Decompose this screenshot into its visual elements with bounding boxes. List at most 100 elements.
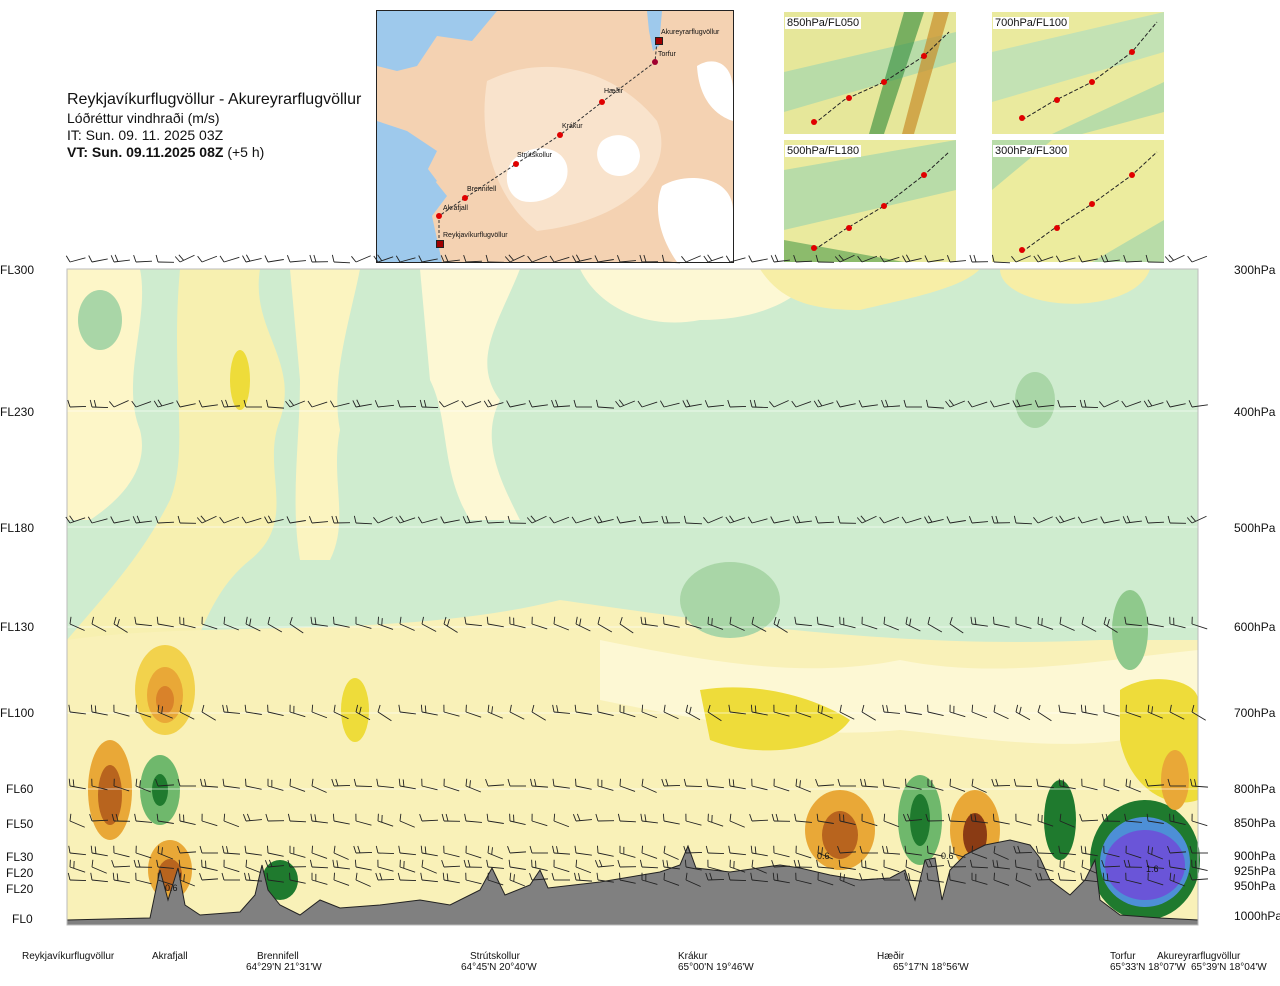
wind-barb (904, 860, 923, 873)
wind-barb (552, 860, 571, 872)
wind-barb (354, 705, 373, 720)
wind-barb (1079, 252, 1098, 262)
wind-barb (244, 617, 263, 631)
wind-barb (222, 705, 241, 714)
wind-barb (574, 873, 592, 881)
wind-barb (904, 617, 923, 631)
wind-barb (442, 859, 460, 867)
wind-barb (199, 398, 218, 407)
wind-barb (860, 872, 878, 880)
wind-barb (838, 705, 857, 719)
wind-barb (398, 873, 416, 881)
wind-barb (464, 860, 482, 867)
wind-barb (1056, 511, 1075, 523)
wind-barb (1146, 846, 1165, 859)
wind-barb (1014, 617, 1033, 629)
wind-barb (1190, 814, 1209, 826)
wind-barb (1014, 873, 1033, 887)
wind-barb (288, 705, 307, 717)
wind-barb (1187, 510, 1206, 524)
wind-barb (902, 252, 921, 263)
wind-barb (1168, 873, 1187, 886)
location-name: Akrafjall (152, 951, 188, 962)
wind-barb (1146, 873, 1165, 885)
wind-barb (662, 516, 680, 523)
wind-barb (838, 814, 857, 825)
wind-barb (1014, 705, 1033, 720)
wind-barb (507, 397, 526, 408)
wind-barb (486, 515, 504, 523)
wind-barb (990, 396, 1009, 407)
wind-barb (902, 512, 921, 524)
wind-barb (310, 705, 329, 718)
wind-barb (332, 255, 350, 263)
wind-barb (111, 253, 130, 262)
wind-barb (90, 860, 109, 873)
wind-barb (728, 846, 747, 855)
wind-barb (463, 514, 482, 523)
wind-barb (1078, 512, 1097, 523)
wind-barb (242, 252, 261, 263)
wind-barb (970, 846, 989, 859)
wind-barb (398, 705, 417, 714)
wind-barb (1190, 872, 1208, 880)
wind-barb (398, 814, 417, 827)
wind-barb (111, 513, 130, 523)
wind-barb (1124, 617, 1143, 626)
wind-barb (835, 249, 854, 263)
wind-barb (970, 860, 988, 868)
wind-barb (573, 813, 592, 822)
wind-barb (992, 255, 1010, 263)
wind-barb (112, 846, 131, 857)
wind-barb (1190, 846, 1208, 853)
axis-label-right: 925hPa (1234, 864, 1275, 878)
wind-barb (90, 779, 109, 790)
wind-barb (1058, 846, 1077, 855)
wind-barb (398, 399, 416, 407)
wind-barb (816, 860, 835, 869)
wind-barb (310, 617, 329, 626)
wind-barb (178, 779, 196, 786)
axis-label-left: FL180 (0, 521, 34, 535)
wind-barb (948, 873, 967, 884)
wind-barb (354, 845, 372, 853)
wind-barb (794, 779, 813, 792)
wind-barb (376, 860, 395, 871)
wind-barb (750, 779, 769, 790)
wind-barb (200, 617, 219, 629)
wind-barb (926, 705, 945, 716)
wind-barb (66, 511, 85, 523)
value-label: 0.6 (165, 883, 178, 893)
wind-barb (332, 846, 351, 860)
wind-barb (968, 395, 987, 407)
wind-barb (904, 779, 923, 790)
wind-barb (1080, 705, 1099, 715)
wind-barb (1165, 249, 1184, 263)
wind-barb (1080, 813, 1098, 821)
wind-barb (640, 846, 659, 859)
wind-barb (288, 860, 306, 867)
location-name: Akureyrarflugvöllur (1157, 951, 1267, 962)
wind-barb (880, 511, 899, 524)
wind-barb (728, 399, 746, 407)
wind-barb (662, 873, 681, 886)
wind-barb (441, 253, 460, 262)
wind-barb (596, 846, 615, 857)
wind-barb (1033, 510, 1052, 523)
wind-barb (243, 813, 262, 822)
wind-barb (68, 705, 87, 714)
wind-barb (354, 873, 373, 887)
wind-barb (749, 252, 768, 262)
wind-barb (947, 514, 966, 524)
wind-barb (882, 873, 900, 880)
wind-barb (508, 617, 527, 628)
wind-barb (1168, 617, 1187, 628)
wind-barb (750, 705, 769, 715)
wind-barb (175, 249, 194, 263)
wind-barb (442, 814, 460, 821)
wind-barb (198, 250, 217, 263)
wind-barb (617, 514, 636, 524)
wind-barb (992, 617, 1011, 628)
wind-barb (660, 396, 679, 407)
wind-barb (200, 705, 219, 720)
